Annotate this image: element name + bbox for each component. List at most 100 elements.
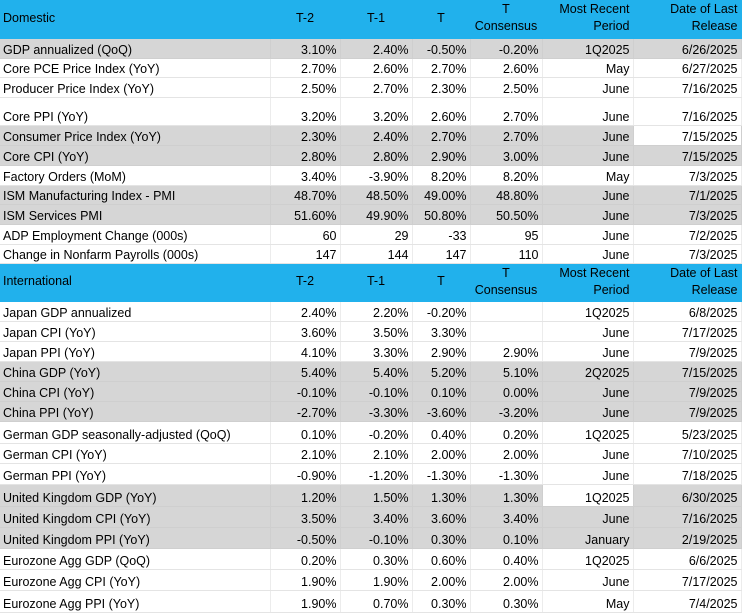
cell: -3.60% <box>412 401 471 422</box>
cell: 0.10% <box>470 527 543 549</box>
cell: 8.20% <box>470 165 543 186</box>
cell: 144 <box>340 244 413 264</box>
header-cell: T-1 <box>340 0 413 39</box>
data-row: Eurozone Agg CPI (YoY) 1.90% 1.90% 2.00% 2.0… <box>0 569 742 591</box>
cell: June <box>542 97 634 126</box>
cell: 3.40% <box>340 506 413 528</box>
cell: June <box>542 185 634 205</box>
row-label: Factory Orders (MoM) <box>0 165 271 186</box>
row-label: Eurozone Agg GDP (QoQ) <box>0 548 271 570</box>
cell: 50.80% <box>412 204 471 225</box>
data-row: United Kingdom PPI (YoY) -0.50% -0.10% 0.30… <box>0 527 742 549</box>
cell: 2/19/2025 <box>633 527 742 549</box>
cell: 3.40% <box>470 506 543 528</box>
cell: 2.70% <box>412 58 471 78</box>
cell: -0.20% <box>470 38 543 59</box>
data-row: Eurozone Agg PPI (YoY) 1.90% 0.70% 0.30% 0.3… <box>0 590 742 613</box>
cell: June <box>542 463 634 485</box>
cell: 95 <box>470 224 543 245</box>
row-label: Producer Price Index (YoY) <box>0 77 271 98</box>
cell: 7/16/2025 <box>633 506 742 528</box>
header-cell: T-2 <box>270 0 341 39</box>
cell: June <box>542 77 634 98</box>
header-row: International T-2 T-1 T T Consensus Most Rece… <box>0 263 742 302</box>
cell: -0.20% <box>412 301 471 322</box>
row-label: China CPI (YoY) <box>0 381 271 402</box>
cell: 2.50% <box>270 77 341 98</box>
row-label: Core CPI (YoY) <box>0 145 271 166</box>
cell: 7/17/2025 <box>633 569 742 591</box>
data-row: German PPI (YoY) -0.90% -1.20% -1.30% -1.30%… <box>0 463 742 485</box>
cell: 2.30% <box>270 125 341 146</box>
data-row: China GDP (YoY) 5.40% 5.40% 5.20% 5.10% 2Q202… <box>0 361 742 382</box>
data-row: ISM Manufacturing Index - PMI 48.70% 48.50… <box>0 185 742 205</box>
cell: -33 <box>412 224 471 245</box>
cell: June <box>542 321 634 342</box>
cell: 7/18/2025 <box>633 463 742 485</box>
cell <box>470 321 543 342</box>
cell: 2.60% <box>412 97 471 126</box>
cell: 1.90% <box>270 590 341 613</box>
cell: 0.60% <box>412 548 471 570</box>
cell: 2.70% <box>470 125 543 146</box>
cell: 2.90% <box>412 341 471 362</box>
cell: 1Q2025 <box>542 421 634 444</box>
cell: 8.20% <box>412 165 471 186</box>
cell: 0.70% <box>340 590 413 613</box>
cell: 0.30% <box>340 548 413 570</box>
row-label: Core PPI (YoY) <box>0 97 271 126</box>
cell: 1Q2025 <box>542 484 634 507</box>
cell: 0.30% <box>412 527 471 549</box>
cell: 7/9/2025 <box>633 341 742 362</box>
data-row: Japan CPI (YoY) 3.60% 3.50% 3.30% June 7/17/2… <box>0 321 742 342</box>
header-cell: T Consensus <box>470 0 543 39</box>
cell: 49.00% <box>412 185 471 205</box>
cell: 5.40% <box>340 361 413 382</box>
cell: -2.70% <box>270 401 341 422</box>
cell: -1.30% <box>470 463 543 485</box>
cell: 5.20% <box>412 361 471 382</box>
data-row: China PPI (YoY) -2.70% -3.30% -3.60% -3.20% J… <box>0 401 742 422</box>
cell: 7/17/2025 <box>633 321 742 342</box>
cell: May <box>542 165 634 186</box>
data-row: Japan PPI (YoY) 4.10% 3.30% 2.90% 2.90% June 7… <box>0 341 742 362</box>
cell: 0.40% <box>412 421 471 444</box>
row-label: German CPI (YoY) <box>0 443 271 464</box>
cell: 3.20% <box>270 97 341 126</box>
row-label: Change in Nonfarm Payrolls (000s) <box>0 244 271 264</box>
cell: 2.40% <box>340 38 413 59</box>
cell: 7/15/2025 <box>633 125 742 146</box>
cell: 1.30% <box>412 484 471 507</box>
data-row: Core PPI (YoY) 3.20% 3.20% 2.60% 2.70% June 7/… <box>0 97 742 126</box>
cell: 0.20% <box>270 548 341 570</box>
data-row: China CPI (YoY) -0.10% -0.10% 0.10% 0.00% Jun… <box>0 381 742 402</box>
header-row: Domestic T-2 T-1 T T Consensus Most Recent Pe… <box>0 0 742 39</box>
header-cell: Domestic <box>0 0 271 39</box>
cell: 51.60% <box>270 204 341 225</box>
data-row: GDP annualized (QoQ) 3.10% 2.40% -0.50% -0.2… <box>0 38 742 59</box>
cell: 7/16/2025 <box>633 97 742 126</box>
cell: 2.80% <box>340 145 413 166</box>
cell: 147 <box>270 244 341 264</box>
cell: 3.60% <box>270 321 341 342</box>
cell: 0.30% <box>412 590 471 613</box>
cell: 2.10% <box>270 443 341 464</box>
cell: 3.50% <box>340 321 413 342</box>
row-label: United Kingdom PPI (YoY) <box>0 527 271 549</box>
cell: 3.30% <box>340 341 413 362</box>
header-cell: T Consensus <box>470 263 543 302</box>
cell: 6/30/2025 <box>633 484 742 507</box>
cell: 49.90% <box>340 204 413 225</box>
cell: 2.50% <box>470 77 543 98</box>
row-label: ISM Manufacturing Index - PMI <box>0 185 271 205</box>
cell: 6/27/2025 <box>633 58 742 78</box>
cell: 7/2/2025 <box>633 224 742 245</box>
cell: -1.20% <box>340 463 413 485</box>
cell: -0.20% <box>340 421 413 444</box>
data-row: ISM Services PMI 51.60% 49.90% 50.80% 50.50%… <box>0 204 742 225</box>
cell: 2.00% <box>412 569 471 591</box>
row-label: ADP Employment Change (000s) <box>0 224 271 245</box>
data-row: German GDP seasonally-adjusted (QoQ) 0.10… <box>0 421 742 444</box>
